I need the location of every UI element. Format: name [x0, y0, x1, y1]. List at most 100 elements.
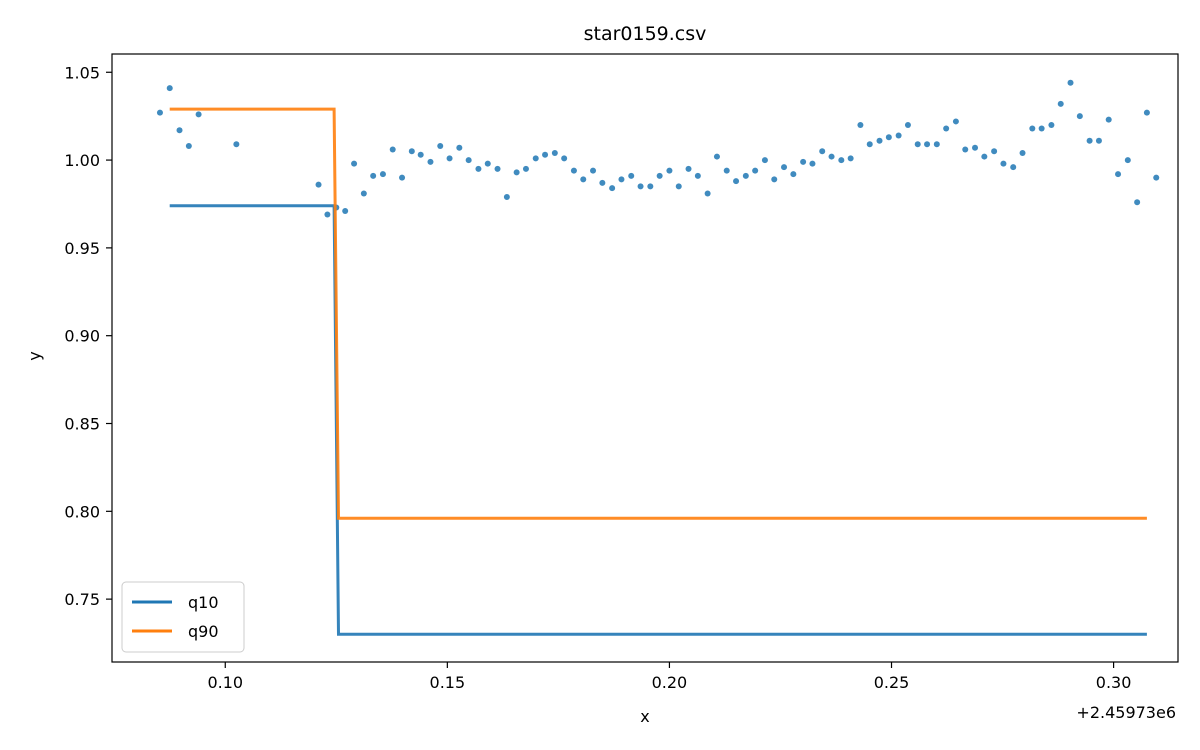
scatter-point — [876, 137, 883, 144]
scatter-point — [417, 151, 424, 158]
scatter-point — [437, 143, 444, 150]
chart-title: star0159.csv — [584, 23, 707, 45]
scatter-point — [233, 141, 240, 148]
scatter-point — [542, 151, 549, 158]
scatter-point — [828, 153, 835, 160]
scatter-point — [771, 176, 778, 183]
x-axis-offset-label: +2.45973e6 — [1076, 703, 1176, 722]
scatter-point — [981, 153, 988, 160]
scatter-point — [781, 164, 788, 171]
x-axis-label: x — [640, 707, 649, 726]
scatter-point — [484, 160, 491, 167]
scatter-point — [819, 148, 826, 155]
scatter-point — [609, 185, 616, 192]
scatter-point — [685, 165, 692, 172]
scatter-point — [1038, 125, 1045, 132]
x-tick-label: 0.25 — [874, 673, 910, 692]
y-tick-label: 0.90 — [64, 327, 100, 346]
scatter-point — [475, 165, 482, 172]
scatter-point — [1124, 157, 1131, 164]
scatter-point — [503, 193, 510, 200]
scatter-point — [465, 157, 472, 164]
legend: q10 q90 — [121, 581, 245, 653]
scatter-point — [156, 109, 163, 116]
scatter-point — [513, 169, 520, 176]
scatter-point — [1153, 174, 1160, 181]
scatter-point — [1067, 79, 1074, 86]
scatter-point — [360, 190, 367, 197]
scatter-point — [1086, 137, 1093, 144]
scatter-point — [752, 167, 759, 174]
y-tick-label: 1.00 — [64, 151, 100, 170]
x-tick-label: 0.10 — [207, 673, 243, 692]
plot-frame — [111, 53, 1179, 663]
scatter-point — [943, 125, 950, 132]
scatter-point — [315, 181, 322, 188]
scatter-point — [185, 143, 192, 150]
x-tick-label: 0.20 — [652, 673, 688, 692]
scatter-point — [924, 141, 931, 148]
scatter-point — [1029, 125, 1036, 132]
scatter-point — [494, 165, 501, 172]
scatter-point — [790, 171, 797, 178]
scatter-point — [389, 146, 396, 153]
y-tick-label: 0.95 — [64, 239, 100, 258]
scatter-point — [166, 85, 173, 92]
scatter-point — [694, 172, 701, 179]
scatter-point — [599, 179, 606, 186]
scatter-point — [704, 190, 711, 197]
scatter-point — [379, 171, 386, 178]
scatter-point — [809, 160, 816, 167]
legend-box — [121, 581, 245, 653]
plot-area — [111, 53, 1179, 663]
y-tick-label: 0.80 — [64, 502, 100, 521]
y-axis-label: y — [25, 351, 44, 360]
scatter-point — [1115, 171, 1122, 178]
scatter-point — [733, 178, 740, 185]
scatter-point — [713, 153, 720, 160]
scatter-point — [904, 121, 911, 128]
y-tick-label: 0.75 — [64, 590, 100, 609]
scatter-point — [637, 183, 644, 190]
scatter-point — [933, 141, 940, 148]
scatter-point — [666, 167, 673, 174]
scatter-point — [1057, 100, 1064, 107]
scatter-point — [456, 144, 463, 151]
scatter-point — [370, 172, 377, 179]
scatter-point — [1076, 113, 1083, 120]
scatter-point — [570, 167, 577, 174]
scatter-point — [1134, 199, 1141, 206]
scatter-point — [408, 148, 415, 155]
scatter-point — [618, 176, 625, 183]
scatter-point — [1095, 137, 1102, 144]
scatter-point — [628, 172, 635, 179]
scatter-point — [885, 134, 892, 141]
scatter-point — [1000, 160, 1007, 167]
y-axis: 0.75 0.80 0.85 0.90 0.95 1.00 1.05 — [64, 63, 112, 609]
scatter-point — [399, 174, 406, 181]
scatter-point — [991, 148, 998, 155]
scatter-point — [952, 118, 959, 125]
scatter-point — [1143, 109, 1150, 116]
scatter-point — [838, 157, 845, 164]
scatter-point — [532, 155, 539, 162]
scatter-point — [351, 160, 358, 167]
legend-label-q90: q90 — [188, 622, 219, 641]
scatter-point — [723, 167, 730, 174]
scatter-point — [800, 158, 807, 165]
scatter-point — [324, 211, 331, 218]
scatter-point — [914, 141, 921, 148]
legend-label-q10: q10 — [188, 593, 219, 612]
scatter-point — [847, 155, 854, 162]
scatter-point — [761, 157, 768, 164]
scatter-point — [895, 132, 902, 139]
scatter-point — [742, 172, 749, 179]
scatter-point — [1010, 164, 1017, 171]
scatter-point — [551, 150, 558, 157]
scatter-point — [972, 144, 979, 151]
y-tick-label: 1.05 — [64, 63, 100, 82]
x-axis: 0.10 0.15 0.20 0.25 0.30 — [207, 662, 1131, 692]
scatter-point — [962, 146, 969, 153]
scatter-point — [561, 155, 568, 162]
